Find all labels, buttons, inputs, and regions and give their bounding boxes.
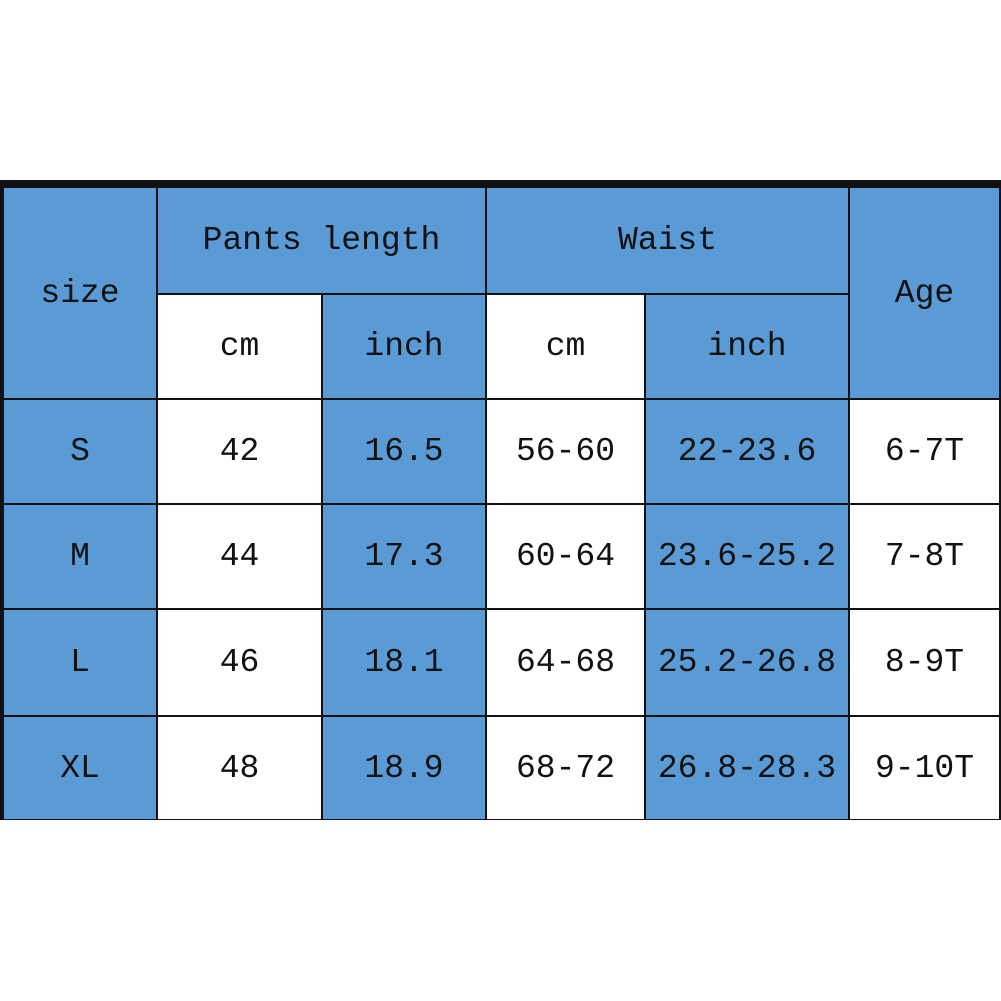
cell-waist-inch: 26.8-28.3 xyxy=(646,717,848,819)
cell-waist-inch: 22-23.6 xyxy=(646,400,848,503)
cell-waist-inch: 23.6-25.2 xyxy=(646,505,848,608)
cell-size: L xyxy=(4,610,156,715)
cell-size: XL xyxy=(4,717,156,819)
cell-pants-cm: 42 xyxy=(158,400,321,503)
size-chart-table: size Pants length Waist Age cm inch cm inch S 42 1… xyxy=(0,180,1001,820)
cell-pants-inch: 18.1 xyxy=(323,610,485,715)
cell-waist-cm: 64-68 xyxy=(487,610,644,715)
cell-pants-inch: 17.3 xyxy=(323,505,485,608)
cell-age: 8-9T xyxy=(850,610,999,715)
subheader-waist-cm: cm xyxy=(487,295,644,398)
cell-size: M xyxy=(4,505,156,608)
cell-pants-cm: 48 xyxy=(158,717,321,819)
cell-pants-inch: 16.5 xyxy=(323,400,485,503)
subheader-pants-inch: inch xyxy=(323,295,485,398)
cell-waist-cm: 56-60 xyxy=(487,400,644,503)
cell-waist-cm: 60-64 xyxy=(487,505,644,608)
cell-age: 6-7T xyxy=(850,400,999,503)
subheader-pants-cm: cm xyxy=(158,295,321,398)
cell-waist-cm: 68-72 xyxy=(487,717,644,819)
cell-size: S xyxy=(4,400,156,503)
cell-age: 7-8T xyxy=(850,505,999,608)
cell-waist-inch: 25.2-26.8 xyxy=(646,610,848,715)
cell-pants-cm: 44 xyxy=(158,505,321,608)
header-waist: Waist xyxy=(487,188,848,293)
subheader-waist-inch: inch xyxy=(646,295,848,398)
header-pants-length: Pants length xyxy=(158,188,485,293)
header-age: Age xyxy=(850,188,999,398)
header-size: size xyxy=(4,188,156,398)
cell-age: 9-10T xyxy=(850,717,999,819)
cell-pants-cm: 46 xyxy=(158,610,321,715)
cell-pants-inch: 18.9 xyxy=(323,717,485,819)
